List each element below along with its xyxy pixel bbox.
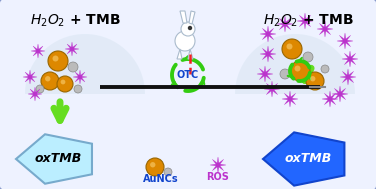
Text: oxTMB: oxTMB [34,153,82,166]
Circle shape [68,62,78,72]
Polygon shape [177,49,182,59]
Circle shape [306,72,324,90]
Text: oxTMB: oxTMB [284,153,332,166]
Polygon shape [260,26,276,42]
Polygon shape [235,34,355,94]
Polygon shape [73,70,87,84]
Polygon shape [317,21,333,37]
Text: ROS: ROS [206,172,229,182]
Circle shape [150,162,155,167]
Circle shape [36,85,44,93]
Polygon shape [16,134,92,184]
Polygon shape [28,87,42,101]
Polygon shape [322,91,338,107]
Text: $H_2O_2$ + TMB: $H_2O_2$ + TMB [263,13,353,29]
Polygon shape [332,86,348,102]
Polygon shape [65,42,79,56]
Circle shape [146,158,164,176]
Circle shape [181,22,195,36]
Polygon shape [277,16,293,32]
Polygon shape [23,70,37,84]
Polygon shape [340,69,356,85]
Polygon shape [342,51,358,67]
Polygon shape [282,91,298,107]
Circle shape [175,31,195,51]
Polygon shape [263,132,344,186]
Polygon shape [264,81,280,97]
Circle shape [321,65,329,73]
Polygon shape [25,34,145,94]
Circle shape [57,76,73,92]
Polygon shape [210,157,226,173]
Circle shape [280,69,290,79]
Polygon shape [188,49,193,59]
Circle shape [282,39,302,59]
Circle shape [61,80,65,84]
Circle shape [53,56,59,61]
Circle shape [188,26,191,29]
Text: OTC: OTC [177,70,199,80]
Polygon shape [31,44,45,58]
Circle shape [48,51,68,71]
Polygon shape [297,13,313,29]
Circle shape [290,61,310,81]
Circle shape [303,52,313,62]
Circle shape [45,76,50,81]
Circle shape [294,66,300,71]
Polygon shape [189,11,195,24]
Text: $H_2O_2$ + TMB: $H_2O_2$ + TMB [30,13,120,29]
Circle shape [310,76,315,81]
Circle shape [164,168,172,176]
Circle shape [41,72,59,90]
Polygon shape [260,46,276,62]
Circle shape [74,85,82,93]
Polygon shape [180,11,187,23]
Text: AuNCs: AuNCs [143,174,179,184]
Polygon shape [257,66,273,82]
Circle shape [287,43,293,50]
Polygon shape [337,33,353,49]
